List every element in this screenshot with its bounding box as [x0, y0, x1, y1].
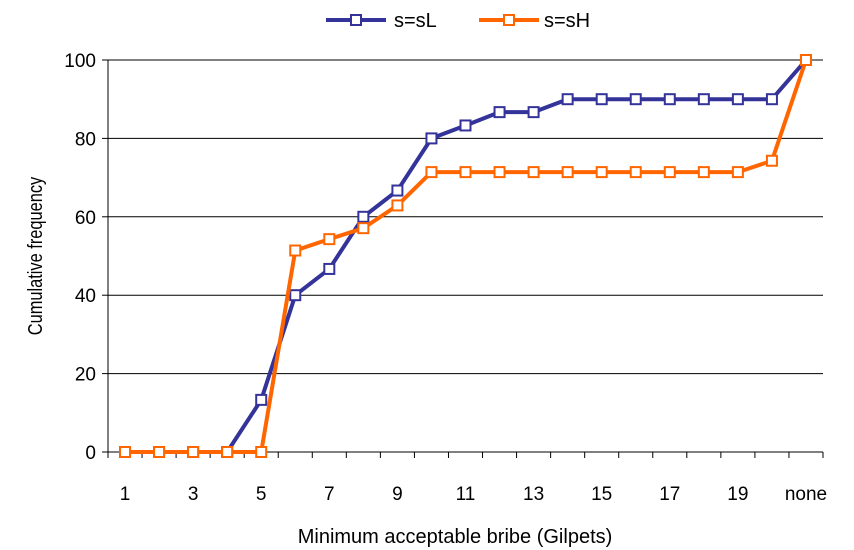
data-point — [799, 54, 812, 66]
data-point — [595, 93, 608, 106]
data-point — [289, 289, 302, 302]
x-tick-label: 17 — [659, 484, 680, 505]
data-point — [663, 93, 676, 106]
data-point — [731, 166, 744, 179]
data-point — [561, 93, 574, 106]
data-point — [255, 393, 268, 406]
data-point — [425, 132, 438, 145]
data-point — [357, 222, 370, 235]
legend-swatch-marker — [350, 14, 362, 26]
data-point — [527, 166, 540, 179]
data-point — [323, 262, 336, 275]
y-axis-title: Cumulative frequency — [23, 176, 46, 335]
data-point — [527, 106, 540, 119]
x-tick-label: 9 — [392, 484, 403, 505]
data-point — [595, 166, 608, 179]
data-point — [731, 93, 744, 106]
data-point — [459, 119, 472, 132]
series-line-2 — [125, 59, 808, 454]
legend-swatch-marker — [503, 14, 515, 26]
series-lines — [119, 54, 812, 458]
data-point — [697, 166, 710, 179]
data-point — [765, 154, 778, 167]
data-point — [629, 93, 642, 106]
data-point — [629, 166, 642, 179]
data-point — [391, 184, 404, 197]
x-axis-title: Minimum acceptable bribe (Gilpets) — [298, 526, 613, 548]
legend: s=sL s=sH — [326, 10, 590, 32]
grid-lines — [108, 59, 823, 375]
y-tick-label: 20 — [75, 365, 96, 386]
legend-label: s=sL — [394, 10, 437, 32]
series-line-1 — [125, 58, 808, 454]
x-tick-label: 7 — [324, 484, 335, 505]
data-point — [493, 106, 506, 119]
x-tick-label: 11 — [456, 484, 476, 505]
y-tick-label: 100 — [64, 51, 96, 72]
data-point — [323, 233, 336, 246]
data-point — [187, 446, 200, 458]
data-point — [697, 93, 710, 106]
x-tick-label: 13 — [523, 484, 544, 505]
x-tick-label: 1 — [120, 484, 131, 505]
x-tick-label: none — [785, 484, 827, 505]
data-point — [765, 93, 778, 106]
data-point — [119, 446, 132, 458]
data-point — [459, 166, 472, 179]
data-point — [561, 166, 574, 179]
x-tick-label: 19 — [727, 484, 748, 505]
y-tick-label: 0 — [85, 443, 96, 464]
y-tick-label: 40 — [75, 286, 96, 307]
data-point — [425, 166, 438, 179]
legend-label: s=sH — [544, 10, 590, 32]
x-tick-label: 3 — [188, 484, 199, 505]
data-point — [391, 199, 404, 212]
x-tick-label: 15 — [591, 484, 612, 505]
x-tick-label: 5 — [256, 484, 267, 505]
data-point — [357, 210, 370, 223]
data-point — [493, 166, 506, 179]
data-point — [289, 244, 302, 257]
data-point — [663, 166, 676, 179]
y-tick-label: 60 — [75, 208, 96, 229]
data-point — [221, 446, 234, 458]
y-tick-label: 80 — [75, 129, 96, 150]
data-point — [153, 446, 166, 458]
data-point — [255, 446, 268, 458]
